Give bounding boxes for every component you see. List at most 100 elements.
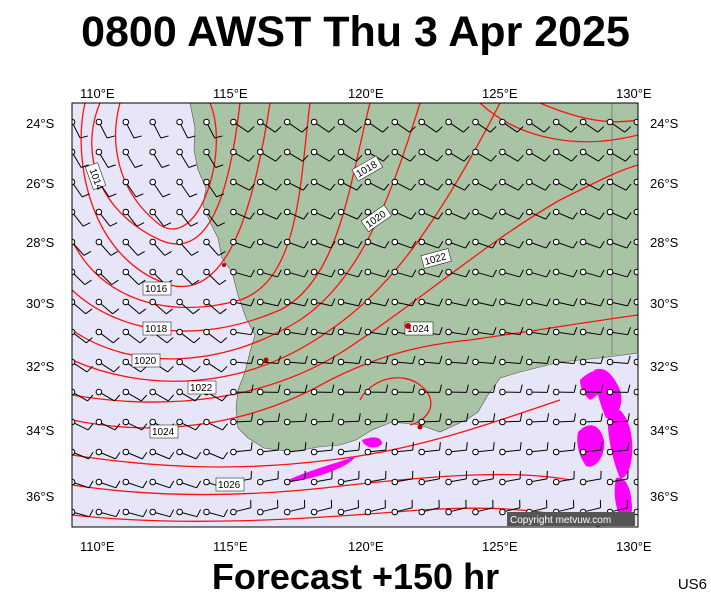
wind-barb-station bbox=[72, 448, 76, 456]
wind-barb-feather bbox=[655, 413, 656, 421]
wind-barb-station bbox=[122, 208, 130, 216]
lon-tick-bottom-125: 125°E bbox=[482, 539, 518, 554]
wind-barb-feather bbox=[107, 164, 116, 168]
wind-barb-station bbox=[633, 178, 638, 186]
wind-barb-shaft bbox=[235, 153, 250, 162]
wind-barb-station bbox=[418, 118, 426, 126]
wind-barb-shaft bbox=[612, 507, 628, 512]
wind-barb-shaft bbox=[585, 242, 601, 249]
wind-barb-shaft bbox=[397, 272, 413, 278]
wind-barb-feather bbox=[410, 212, 417, 220]
wind-barb-feather bbox=[304, 442, 307, 451]
wind-barb-feather bbox=[466, 413, 469, 422]
wind-barb-feather bbox=[546, 269, 551, 278]
wind-barb-feather bbox=[573, 384, 577, 393]
wind-barb-feather bbox=[137, 251, 145, 256]
wind-barb-station bbox=[579, 268, 587, 276]
wind-barb-station bbox=[526, 268, 533, 276]
wind-barb-station bbox=[526, 328, 533, 336]
wind-barb-station bbox=[445, 178, 452, 186]
wind-barb-station bbox=[606, 328, 614, 336]
wind-barb-feather bbox=[110, 251, 119, 256]
wind-barb-shaft bbox=[343, 242, 359, 249]
wind-barb-station bbox=[499, 298, 506, 306]
wind-barb-feather bbox=[655, 385, 657, 393]
wind-barb-station bbox=[445, 208, 452, 216]
wind-barb-station bbox=[418, 478, 426, 486]
wind-barb-feather bbox=[624, 126, 631, 133]
wind-barb-station bbox=[445, 148, 452, 156]
lat-tick-left-26: 26°S bbox=[26, 176, 55, 191]
wind-barb-station bbox=[526, 358, 533, 366]
wind-barb-station bbox=[122, 508, 130, 516]
wind-barb-station bbox=[149, 238, 156, 246]
wind-barb-feather bbox=[437, 183, 444, 191]
wind-barb-station bbox=[257, 148, 264, 156]
wind-barb-station bbox=[364, 358, 372, 366]
wind-barb-station bbox=[499, 478, 506, 486]
wind-barb-feather bbox=[139, 337, 147, 344]
wind-barb-station bbox=[391, 388, 399, 396]
wind-barb-feather bbox=[546, 298, 551, 307]
wind-barb-shaft bbox=[235, 123, 249, 133]
wind-barb-shaft bbox=[263, 331, 279, 336]
wind-barb-station bbox=[364, 268, 372, 276]
wind-barb-feather bbox=[437, 212, 444, 220]
wind-barb-station bbox=[552, 268, 560, 276]
wind-barb-shaft bbox=[612, 153, 626, 162]
wind-barb-station bbox=[310, 208, 318, 216]
wind-barb-station bbox=[418, 388, 426, 396]
wind-barb-station bbox=[633, 448, 638, 456]
wind-barb-shaft bbox=[101, 452, 116, 460]
wind-barb-shaft bbox=[316, 272, 332, 278]
wind-barb-feather bbox=[141, 423, 148, 431]
wind-barb-feather bbox=[545, 240, 551, 249]
wind-barb-shaft bbox=[343, 361, 359, 365]
wind-barb-feather bbox=[356, 183, 363, 191]
wind-barb-station bbox=[310, 478, 318, 486]
wind-barb-feather bbox=[625, 183, 632, 191]
wind-barb-station bbox=[633, 358, 638, 366]
wind-barb-feather bbox=[82, 222, 91, 227]
wind-barb-station bbox=[257, 298, 264, 306]
wind-barb-feather bbox=[385, 327, 389, 335]
wind-barb-station bbox=[257, 118, 264, 126]
wind-barb-feather bbox=[652, 155, 657, 161]
wind-barb-feather bbox=[465, 240, 471, 249]
wind-barb-station bbox=[391, 478, 399, 486]
wind-barb-shaft bbox=[154, 303, 167, 315]
wind-barb-feather bbox=[329, 154, 336, 162]
wind-barb-shaft bbox=[640, 450, 655, 452]
wind-barb-feather bbox=[303, 212, 309, 220]
wind-barb-station bbox=[391, 268, 399, 276]
wind-barb-station bbox=[418, 448, 426, 456]
wind-barb-feather bbox=[358, 355, 362, 364]
wind-barb-station bbox=[499, 358, 506, 366]
wind-barb-station bbox=[445, 358, 452, 366]
wind-barb-shaft bbox=[612, 331, 628, 336]
wind-barb-station bbox=[472, 418, 479, 426]
wind-barb-shaft bbox=[73, 184, 83, 198]
wind-barb-feather bbox=[626, 269, 632, 278]
lon-tick-top-130: 130°E bbox=[616, 86, 652, 101]
wind-barb-station bbox=[95, 328, 103, 336]
wind-barb-station bbox=[283, 418, 291, 426]
wind-barb-feather bbox=[142, 451, 148, 460]
wind-barb-shaft bbox=[585, 302, 601, 307]
wind-barb-feather bbox=[385, 442, 388, 451]
wind-barb-feather bbox=[275, 154, 282, 162]
wind-barb-feather bbox=[627, 442, 630, 451]
wind-barb-shaft bbox=[451, 182, 465, 191]
wind-barb-feather bbox=[215, 164, 224, 168]
wind-barb-station bbox=[283, 298, 291, 306]
wind-barb-station bbox=[176, 298, 183, 306]
wind-barb-feather bbox=[112, 337, 120, 344]
wind-barb-feather bbox=[545, 212, 551, 220]
wind-barb-shaft bbox=[478, 478, 494, 482]
wind-barb-feather bbox=[135, 193, 144, 198]
wind-barb-shaft bbox=[100, 243, 112, 256]
wind-barb-feather bbox=[438, 240, 444, 249]
wind-barb-station bbox=[72, 298, 76, 306]
wind-barb-station bbox=[122, 298, 130, 306]
wind-barb-station bbox=[526, 298, 533, 306]
